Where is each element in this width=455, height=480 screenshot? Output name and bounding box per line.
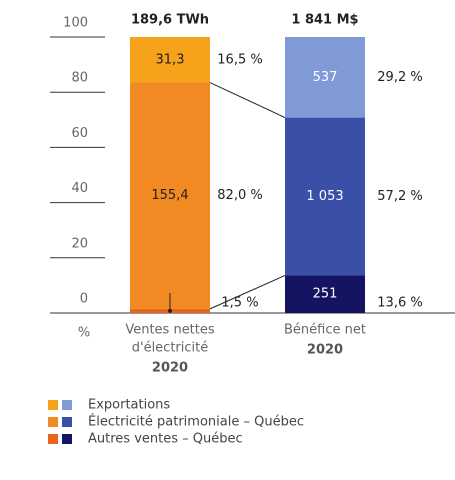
y-tick-label: 20 xyxy=(71,236,88,251)
amount-label: 155,4 xyxy=(151,188,188,203)
y-tick-label: 0 xyxy=(80,292,88,307)
connector xyxy=(209,82,286,119)
bar-segment xyxy=(285,37,365,118)
percent-label: 29,2 % xyxy=(377,70,422,85)
legend-swatch xyxy=(62,417,72,427)
amount-label: 31,3 xyxy=(156,52,185,67)
x-tick-year: 2020 xyxy=(307,343,343,358)
y-tick-label: 80 xyxy=(71,71,88,86)
amount-label: 537 xyxy=(313,70,338,85)
legend-swatch xyxy=(48,400,58,410)
percent-label: 57,2 % xyxy=(377,189,422,204)
x-tick-year: 2020 xyxy=(152,361,188,376)
percent-label: 82,0 % xyxy=(217,188,262,203)
percent-label: 16,5 % xyxy=(217,52,262,67)
legend-swatch xyxy=(48,417,58,427)
bar-segment xyxy=(130,37,210,83)
x-tick-label: Ventes nettes xyxy=(125,323,215,338)
percent-label: 13,6 % xyxy=(377,296,422,311)
percent-label: 1,5 % xyxy=(221,296,258,311)
legend-label: Autres ventes – Québec xyxy=(88,432,243,447)
y-tick-label: 100 xyxy=(63,16,88,31)
total-label: 189,6 TWh xyxy=(131,13,209,28)
bar-segment xyxy=(285,275,365,313)
pointer-dot xyxy=(168,308,172,313)
x-tick-label: d'électricité xyxy=(132,341,209,356)
bar-segment xyxy=(130,82,210,309)
total-label: 1 841 M$ xyxy=(291,13,358,28)
y-tick-label: 40 xyxy=(71,181,88,196)
legend-swatch xyxy=(62,400,72,410)
connector xyxy=(209,275,286,310)
amount-label: 1 053 xyxy=(306,189,343,204)
y-tick-label: 60 xyxy=(71,126,88,141)
bar-segment xyxy=(285,117,365,276)
legend-swatch xyxy=(62,434,72,444)
x-tick-label: Bénéfice net xyxy=(284,323,366,338)
legend-label: Exportations xyxy=(88,398,170,413)
amount-label: 251 xyxy=(313,287,338,302)
legend-label: Électricité patrimoniale – Québec xyxy=(88,414,304,430)
legend-swatch xyxy=(48,434,58,444)
y-axis-label: % xyxy=(78,326,90,341)
